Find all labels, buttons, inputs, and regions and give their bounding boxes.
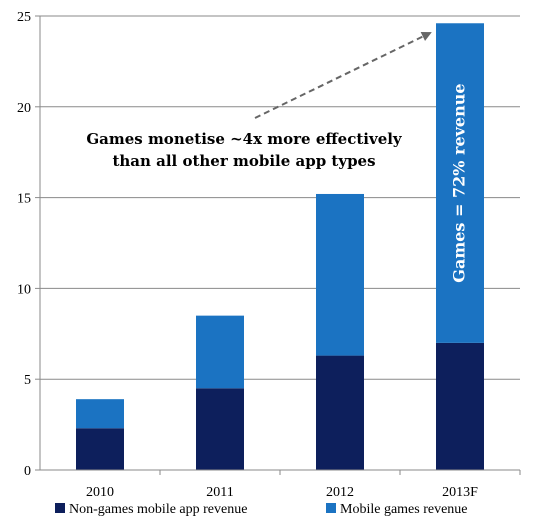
bar-segment xyxy=(436,23,484,343)
x-axis-labels: 2010 2011 2012 2013F xyxy=(86,470,521,500)
x-tick-label: 2012 xyxy=(326,485,354,500)
y-tick-label: 10 xyxy=(17,282,31,297)
y-tick-label: 20 xyxy=(17,101,31,116)
games-share-label: Games = 72% revenue xyxy=(450,83,469,282)
bar-segment xyxy=(316,355,364,470)
y-tick-label: 5 xyxy=(24,373,31,388)
bar-segment xyxy=(76,399,124,429)
y-tick-label: 25 xyxy=(17,10,31,25)
y-axis-ticks: 0 5 10 15 20 25 xyxy=(17,10,40,479)
bar-segment xyxy=(196,315,244,389)
x-tick-label: 2010 xyxy=(86,485,114,500)
legend-label-non-games: Non-games mobile app revenue xyxy=(69,502,247,517)
y-tick-label: 0 xyxy=(24,464,31,479)
bar-segment xyxy=(76,428,124,470)
callout-arrow xyxy=(254,31,432,119)
legend-swatch-games xyxy=(326,503,336,513)
x-tick-label: 2013F xyxy=(442,485,478,500)
bar-segment xyxy=(316,193,364,356)
legend-swatch-non-games xyxy=(55,503,65,513)
bars xyxy=(76,23,484,470)
x-tick-label: 2011 xyxy=(206,485,233,500)
legend-label-games: Mobile games revenue xyxy=(340,502,468,517)
callout-line-1: Games monetise ~4x more effectively xyxy=(86,130,403,148)
callout-line-2: than all other mobile app types xyxy=(112,152,375,170)
bar-segment xyxy=(196,388,244,470)
y-tick-label: 15 xyxy=(17,192,31,207)
legend: Non-games mobile app revenue Mobile game… xyxy=(55,502,468,517)
bar-segment xyxy=(436,342,484,470)
